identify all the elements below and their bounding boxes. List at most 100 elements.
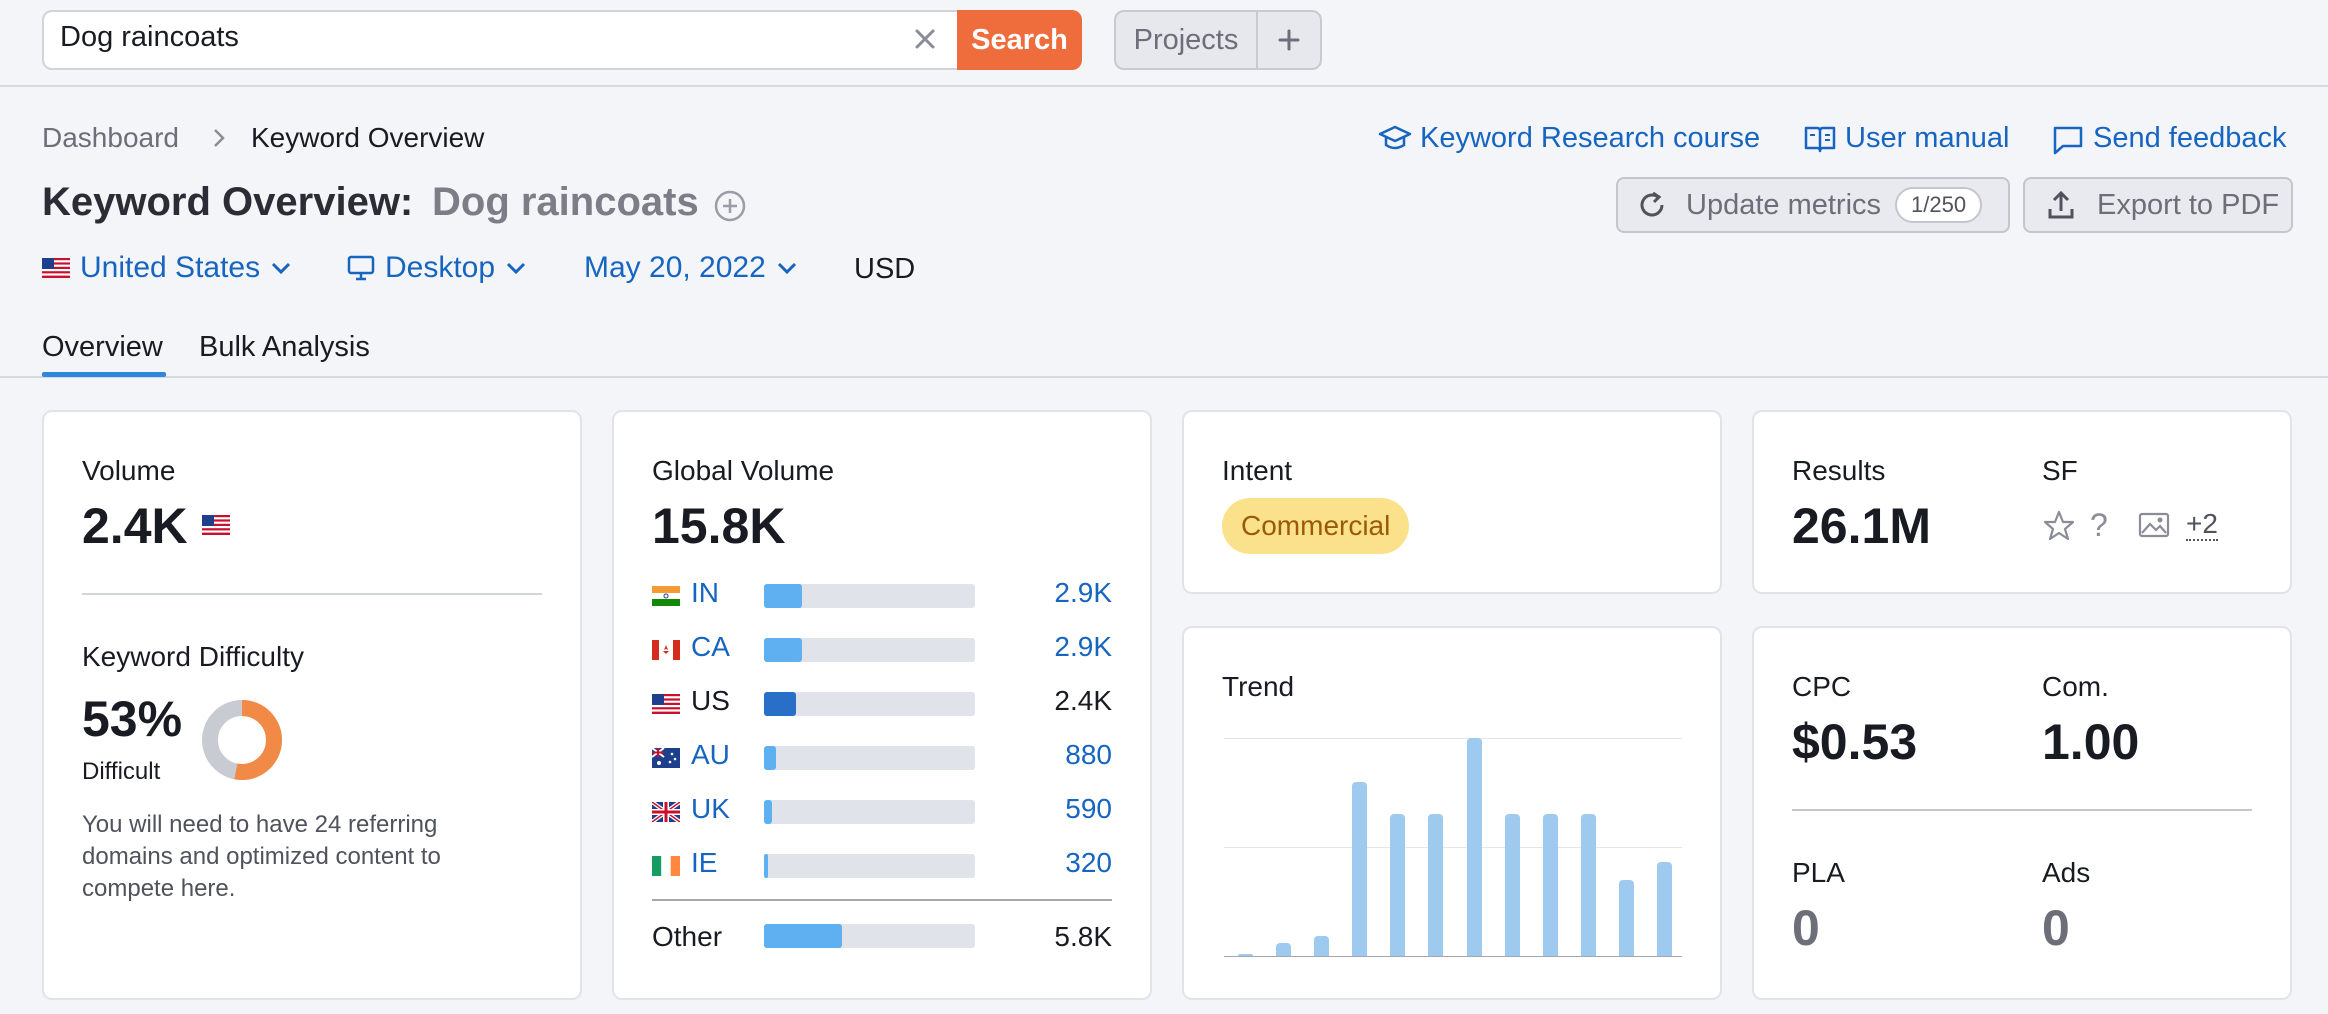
tab-bulk-analysis[interactable]: Bulk Analysis (199, 331, 370, 363)
keyword-research-course-link[interactable]: Keyword Research course (1420, 122, 1761, 154)
country-code[interactable]: CA (691, 631, 730, 662)
question-icon: ? (2090, 507, 2108, 543)
trend-bar[interactable] (1467, 738, 1482, 956)
ie-flag-icon (652, 856, 680, 876)
trend-bar[interactable] (1505, 814, 1520, 956)
send-feedback-link[interactable]: Send feedback (2093, 122, 2287, 154)
search-button[interactable]: Search (957, 10, 1082, 70)
volume-value: 2.4K (82, 498, 188, 554)
kd-level: Difficult (82, 758, 161, 785)
country-volume-bar-fill (764, 800, 772, 824)
trend-chart (1224, 738, 1682, 956)
trend-bar[interactable] (1390, 814, 1405, 956)
trend-bar[interactable] (1238, 954, 1253, 956)
sf-more-link[interactable]: +2 (2186, 508, 2218, 541)
trend-bar[interactable] (1314, 936, 1329, 956)
tabs-divider (0, 376, 2328, 378)
country-volume-value[interactable]: 320 (1065, 847, 1112, 878)
trend-bar[interactable] (1543, 814, 1558, 956)
add-project-button[interactable] (1256, 10, 1322, 70)
global-volume-label: Global Volume (652, 455, 835, 486)
country-volume-bar (764, 584, 975, 608)
country-volume-bar-fill (764, 854, 768, 878)
date-selector[interactable]: May 20, 2022 (584, 251, 798, 285)
country-volume-bar-fill (764, 638, 802, 662)
us-flag-icon (202, 515, 230, 540)
trend-bar[interactable] (1352, 782, 1367, 956)
country-volume-value[interactable]: 590 (1065, 793, 1112, 824)
page-title: Keyword Overview: (42, 180, 414, 224)
page-keyword: Dog raincoats (432, 180, 699, 224)
country-volume-value[interactable]: 2.9K (1054, 577, 1112, 608)
other-bar (764, 924, 975, 948)
country-volume-value: 2.4K (1054, 685, 1112, 716)
breadcrumb-dashboard[interactable]: Dashboard (42, 122, 179, 153)
country-selector[interactable]: United States (42, 251, 292, 285)
country-volume-value[interactable]: 880 (1065, 739, 1112, 770)
country-volume-bar (764, 638, 975, 662)
export-pdf-label: Export to PDF (2097, 188, 2280, 221)
chevron-down-icon (272, 262, 291, 275)
us-flag-icon (652, 694, 680, 714)
other-divider (652, 899, 1112, 901)
country-code: US (691, 685, 730, 716)
graduation-cap-icon (1378, 124, 1412, 159)
star-icon (2042, 509, 2076, 548)
country-volume-bar-fill (764, 746, 776, 770)
pla-label: PLA (1792, 857, 1845, 888)
breadcrumb-current: Keyword Overview (251, 122, 485, 153)
device-selector[interactable]: Desktop (347, 251, 527, 285)
export-pdf-button[interactable]: Export to PDF (2023, 177, 2293, 233)
tab-overview[interactable]: Overview (42, 331, 163, 363)
results-label: Results (1792, 455, 1886, 486)
global-volume-list: IN 2.9K CA 2.9K US 2.4K AU 880 UK 590 IE 320 (652, 571, 1112, 895)
add-to-list-icon[interactable] (713, 189, 747, 228)
global-volume-row: UK 590 (652, 787, 1112, 841)
trend-label: Trend (1222, 671, 1295, 702)
kd-note: You will need to have 24 referring domai… (82, 811, 441, 902)
sf-label: SF (2042, 455, 2078, 486)
global-volume-value: 15.8K (652, 498, 786, 554)
country-volume-value[interactable]: 2.9K (1054, 631, 1112, 662)
au-flag-icon (652, 748, 680, 768)
country-volume-bar-fill (764, 692, 796, 716)
user-manual-link[interactable]: User manual (1845, 122, 2010, 154)
pla-value: 0 (1792, 900, 1820, 956)
volume-card (42, 410, 582, 1000)
active-tab-indicator (42, 372, 166, 377)
breadcrumb-chevron-icon (210, 126, 228, 155)
uk-flag-icon (652, 802, 680, 822)
global-volume-row: AU 880 (652, 733, 1112, 787)
feedback-icon (2052, 124, 2084, 161)
country-code[interactable]: AU (691, 739, 730, 770)
country-code[interactable]: IN (691, 577, 719, 608)
search-query-text[interactable]: Dog raincoats (60, 21, 239, 53)
trend-bar[interactable] (1581, 814, 1596, 956)
ads-value: 0 (2042, 900, 2070, 956)
desktop-icon (347, 255, 375, 281)
update-metrics-label: Update metrics (1686, 188, 1882, 221)
projects-button[interactable]: Projects (1114, 10, 1258, 70)
trend-bar[interactable] (1428, 814, 1443, 956)
trend-bar[interactable] (1276, 943, 1291, 956)
book-icon (1804, 124, 1836, 159)
trend-bar[interactable] (1619, 880, 1634, 956)
other-label: Other (652, 921, 723, 952)
cpc-label: CPC (1792, 671, 1852, 702)
country-volume-bar (764, 800, 975, 824)
country-code[interactable]: UK (691, 793, 730, 824)
clear-icon[interactable] (908, 22, 942, 56)
ads-label: Ads (2042, 857, 2091, 888)
country-volume-bar-fill (764, 584, 802, 608)
trend-baseline (1224, 956, 1682, 957)
global-volume-row: CA 2.9K (652, 625, 1112, 679)
plus-icon (1278, 29, 1300, 51)
country-code[interactable]: IE (691, 847, 718, 878)
intent-badge[interactable]: Commercial (1222, 498, 1410, 554)
search-input[interactable] (42, 10, 1042, 70)
update-metrics-button[interactable]: Update metrics 1/250 (1616, 177, 2010, 233)
global-volume-row: IE 320 (652, 841, 1112, 895)
trend-bar[interactable] (1657, 862, 1672, 956)
intent-label: Intent (1222, 455, 1293, 486)
trend-gridline (1224, 738, 1682, 739)
